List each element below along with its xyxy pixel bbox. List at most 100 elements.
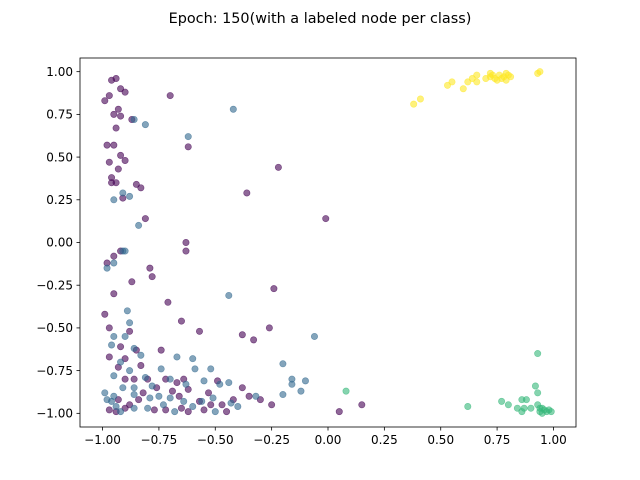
scatter-point [108, 341, 116, 349]
scatter-point [166, 375, 174, 383]
scatter-point [536, 68, 544, 76]
scatter-point [130, 344, 138, 352]
scatter-point [159, 401, 167, 409]
scatter-point [105, 324, 113, 332]
x-tick-label: 0.00 [315, 433, 342, 447]
scatter-point [209, 394, 217, 402]
scatter-point [531, 382, 539, 390]
scatter-point [105, 158, 113, 166]
scatter-point [117, 358, 125, 366]
scatter-point [268, 401, 276, 409]
scatter-point [110, 372, 118, 380]
scatter-point [177, 317, 185, 325]
scatter-point [301, 377, 309, 385]
scatter-point [144, 404, 152, 412]
scatter-point [225, 291, 233, 299]
scatter-point [110, 110, 118, 118]
y-axis: −1.00 −0.75 −0.50 −0.25 0.00 0.25 0.50 0.75 1.00 [36, 65, 80, 421]
scatter-point [126, 319, 134, 327]
scatter-point [164, 298, 172, 306]
scatter-point [105, 92, 113, 100]
scatter-point [157, 365, 165, 373]
scatter-point [117, 343, 125, 351]
scatter-point [121, 157, 129, 165]
scatter-point [522, 396, 530, 404]
scatter-point [502, 69, 510, 77]
scatter-point [189, 402, 197, 410]
scatter-point [410, 100, 418, 108]
scatter-point [534, 350, 542, 358]
scatter-point [157, 346, 165, 354]
scatter-point [182, 239, 190, 247]
scatter-point [110, 332, 118, 340]
scatter-point [150, 406, 158, 414]
scatter-point [223, 408, 231, 416]
scatter-point [155, 392, 163, 400]
scatter-point [168, 387, 176, 395]
y-tick-label: 1.00 [46, 65, 73, 79]
scatter-point [538, 409, 546, 417]
scatter-point [245, 392, 253, 400]
scatter-point [252, 392, 260, 400]
scatter-point [184, 408, 192, 416]
scatter-point [243, 189, 251, 197]
scatter-point [137, 361, 145, 369]
scatter-point [148, 382, 156, 390]
scatter-point [182, 247, 190, 255]
plot-frame [79, 57, 577, 428]
y-tick-label: 0.75 [46, 108, 73, 122]
scatter-point [279, 391, 287, 399]
scatter-point [103, 141, 111, 149]
scatter-point [123, 307, 131, 315]
scatter-point [126, 367, 134, 375]
scatter-point [191, 365, 199, 373]
scatter-point [119, 384, 127, 392]
x-axis: −1.00 −0.75 −0.50 −0.25 0.00 0.25 0.50 0.75 1.00 [84, 427, 567, 447]
scatter-point [141, 373, 149, 381]
scatter-point [112, 75, 120, 83]
scatter-point [110, 141, 118, 149]
scatter-point [135, 221, 143, 229]
scatter-point [101, 97, 109, 105]
y-tick-label: −1.00 [36, 407, 73, 421]
scatter-point [173, 379, 181, 387]
scatter-point [175, 392, 183, 400]
scatter-point [137, 184, 145, 192]
scatter-point [112, 402, 120, 410]
scatter-point [198, 397, 206, 405]
y-tick-label: 0.25 [46, 193, 73, 207]
scatter-point [112, 179, 120, 187]
scatter-point [527, 404, 535, 412]
scatter-point [448, 78, 456, 86]
scatter-point [126, 327, 134, 335]
scatter-point [117, 408, 125, 416]
scatter-point [189, 355, 197, 363]
x-tick-label: 1.00 [540, 433, 567, 447]
scatter-point [117, 151, 125, 159]
scatter-point [218, 401, 226, 409]
scatter-point [108, 397, 116, 405]
scatter-point [270, 285, 278, 293]
scatter-point [146, 394, 154, 402]
scatter-point [416, 95, 424, 103]
scatter-point [238, 384, 246, 392]
scatter-point [146, 264, 154, 272]
scatter-point [137, 351, 145, 359]
x-tick-label: 0.50 [427, 433, 454, 447]
scatter-point [110, 259, 118, 267]
chart-title: Epoch: 150(with a labeled node per class… [169, 11, 472, 27]
scatter-point [225, 379, 233, 387]
scatter-point [227, 399, 235, 407]
scatter-point [547, 408, 555, 416]
scatter-point [504, 401, 512, 409]
scatter-point [130, 375, 138, 383]
scatter-point [200, 406, 208, 414]
y-tick-label: −0.75 [36, 364, 73, 378]
scatter-point [130, 391, 138, 399]
scatter-point [105, 353, 113, 361]
x-tick-label: 0.25 [371, 433, 398, 447]
scatter-point [130, 116, 138, 124]
scatter-point [114, 165, 122, 173]
scatter-point [121, 247, 129, 255]
scatter-point [141, 215, 149, 223]
